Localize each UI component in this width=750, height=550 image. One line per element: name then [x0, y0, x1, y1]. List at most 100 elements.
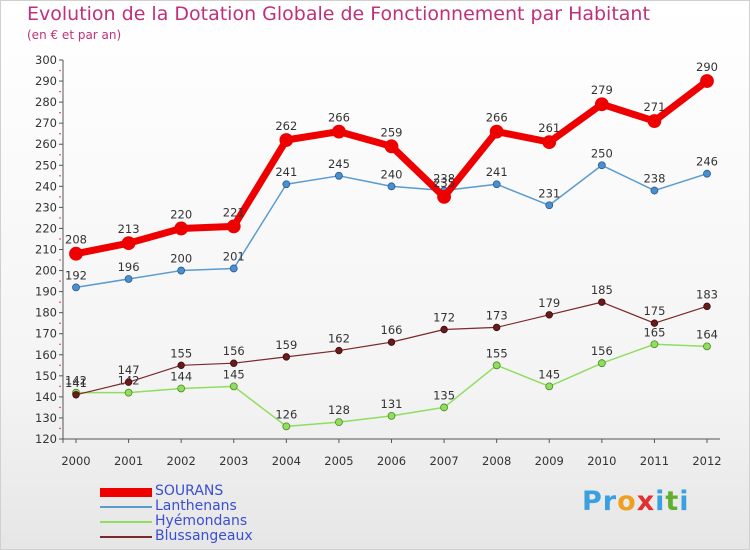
- data-point-blussangeaux: [598, 298, 606, 306]
- logo-letter: r: [602, 486, 618, 517]
- data-label-sourans: 290: [696, 60, 718, 74]
- data-label-sourans: 279: [591, 83, 613, 97]
- y-tick-label: 270: [35, 116, 57, 130]
- y-minor-tick: [59, 385, 61, 388]
- data-point-lanthenans: [72, 283, 80, 292]
- y-tick-label: 130: [35, 411, 57, 425]
- data-label-hyémondans: 131: [381, 397, 403, 411]
- data-label-blussangeaux: 155: [170, 346, 192, 360]
- y-minor-tick: [59, 111, 61, 114]
- y-minor-tick: [59, 153, 61, 156]
- data-point-lanthenans: [335, 171, 343, 180]
- y-tick-label: 230: [35, 200, 57, 214]
- y-tick-label: 200: [35, 264, 57, 278]
- legend-label: SOURANS: [155, 483, 224, 499]
- data-label-lanthenans: 246: [696, 155, 718, 169]
- data-label-blussangeaux: 162: [328, 332, 350, 346]
- x-tick-label: 2011: [640, 454, 669, 468]
- data-point-lanthenans: [177, 266, 186, 275]
- x-tick-label: 2009: [535, 454, 564, 468]
- data-point-hyémondans: [597, 359, 606, 368]
- y-minor-tick: [59, 406, 61, 409]
- data-point-blussangeaux: [545, 311, 553, 319]
- y-minor-tick: [59, 69, 61, 72]
- data-label-blussangeaux: 173: [486, 308, 508, 322]
- data-point-hyémondans: [335, 418, 343, 427]
- logo-letter: x: [636, 486, 656, 517]
- x-tick-label: 2004: [272, 454, 301, 468]
- data-point-sourans: [542, 135, 557, 150]
- y-minor-tick: [59, 322, 61, 324]
- data-point-blussangeaux: [230, 359, 238, 367]
- data-label-blussangeaux: 179: [538, 296, 560, 310]
- logo-letter: P: [582, 486, 603, 517]
- data-label-hyémondans: 126: [275, 407, 297, 421]
- data-point-lanthenans: [703, 169, 711, 178]
- data-label-sourans: 261: [538, 121, 560, 135]
- data-point-hyémondans: [650, 340, 659, 349]
- data-point-sourans: [279, 133, 294, 147]
- legend-label: Hyémondans: [155, 513, 248, 529]
- logo-letter: o: [617, 486, 637, 517]
- y-tick-label: 170: [35, 327, 57, 341]
- logo-letter: t: [665, 486, 680, 517]
- data-point-lanthenans: [492, 180, 501, 189]
- data-label-sourans: 266: [328, 111, 350, 125]
- y-tick-label: 300: [35, 53, 57, 67]
- data-label-blussangeaux: 175: [643, 304, 665, 318]
- data-label-lanthenans: 241: [486, 165, 508, 179]
- y-tick-label: 290: [35, 74, 57, 88]
- data-point-blussangeaux: [703, 302, 711, 311]
- y-minor-tick: [59, 175, 61, 177]
- chart-title: Evolution de la Dotation Globale de Fonc…: [27, 3, 650, 25]
- data-label-hyémondans: 155: [486, 346, 508, 360]
- y-tick-label: 190: [35, 285, 57, 299]
- y-tick-label: 220: [35, 221, 57, 235]
- legend-swatch: [100, 536, 152, 538]
- data-label-sourans: 266: [486, 111, 508, 125]
- x-tick-label: 2008: [482, 454, 511, 468]
- y-minor-tick: [59, 280, 61, 282]
- data-point-sourans: [700, 74, 714, 88]
- logo-letter: i: [655, 486, 666, 517]
- data-label-sourans: 220: [170, 207, 192, 221]
- data-point-lanthenans: [545, 201, 554, 210]
- data-label-sourans: 262: [275, 119, 297, 133]
- data-label-lanthenans: 250: [591, 146, 613, 160]
- data-point-sourans: [384, 139, 399, 154]
- y-minor-tick: [59, 132, 61, 135]
- data-point-sourans: [437, 189, 451, 204]
- y-minor-tick: [59, 196, 61, 198]
- data-label-blussangeaux: 185: [591, 283, 613, 297]
- data-label-lanthenans: 201: [223, 249, 245, 263]
- y-minor-tick: [59, 259, 61, 261]
- data-point-hyémondans: [282, 422, 291, 431]
- data-point-sourans: [332, 124, 346, 139]
- data-label-sourans: 221: [223, 205, 245, 219]
- x-tick-label: 2003: [219, 454, 248, 468]
- data-point-hyémondans: [703, 342, 711, 351]
- data-point-blussangeaux: [72, 391, 80, 399]
- x-tick-label: 2006: [377, 454, 406, 468]
- data-point-sourans: [121, 236, 136, 251]
- x-tick-label: 2005: [324, 454, 353, 468]
- data-label-blussangeaux: 166: [381, 323, 403, 337]
- data-label-hyémondans: 128: [328, 403, 350, 417]
- data-point-lanthenans: [597, 161, 606, 170]
- y-tick-label: 240: [35, 179, 57, 193]
- data-label-blussangeaux: 172: [433, 311, 455, 325]
- data-label-sourans: 271: [643, 100, 665, 114]
- y-tick-label: 150: [35, 369, 57, 383]
- y-minor-tick: [59, 364, 61, 367]
- data-point-hyémondans: [440, 403, 448, 412]
- data-label-lanthenans: 231: [538, 186, 560, 200]
- data-label-lanthenans: 238: [433, 172, 455, 186]
- legend-label: Blussangeaux: [155, 528, 253, 544]
- logo-letter: i: [679, 486, 690, 517]
- y-minor-tick: [59, 301, 61, 303]
- y-tick-label: 120: [35, 432, 57, 446]
- data-label-blussangeaux: 156: [223, 344, 245, 358]
- y-minor-tick: [59, 238, 61, 240]
- y-minor-tick: [59, 427, 61, 430]
